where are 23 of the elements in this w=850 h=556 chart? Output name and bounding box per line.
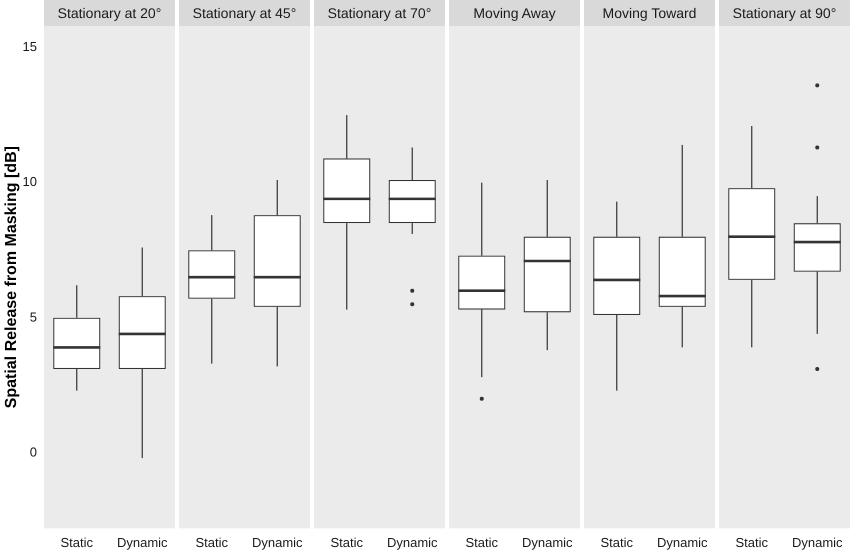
y-tick-label: 0 [30,444,37,460]
chart-title: Stationary at 70° [314,0,445,26]
chart-title: Stationary at 20° [44,0,175,26]
x-tick-label: Static [330,534,364,550]
chart-title: Stationary at 90° [719,0,850,26]
y-tick-label: 5 [30,309,37,324]
x-tick-label: Dynamic [656,534,708,550]
chart-title: Moving Away [449,0,580,26]
x-tick-label: Dynamic [386,534,438,550]
y-tick-label: 15 [22,39,37,54]
chart-title: Moving Toward [584,0,715,26]
x-tick-label: Dynamic [792,534,844,550]
chart-title: Stationary at 45° [179,0,310,26]
x-tick-label: Static [60,534,94,550]
x-tick-label: Static [465,534,499,550]
x-tick-label: Static [735,534,769,550]
x-tick-label: Static [600,534,634,550]
y-tick-label: 10 [22,174,37,190]
y-axis-title: Spatial Release from Masking [dB] [3,146,20,408]
x-tick-label: Dynamic [116,534,168,550]
x-tick-label: Dynamic [522,534,574,550]
x-tick-label: Dynamic [252,534,304,550]
x-tick-label: Static [195,534,229,550]
